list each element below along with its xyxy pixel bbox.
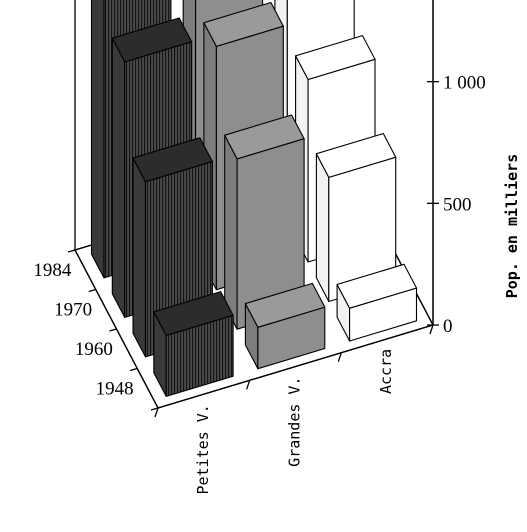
category-label: Accra <box>377 349 395 394</box>
x-tick-mark <box>429 324 434 335</box>
bar-top <box>153 290 234 337</box>
depth-tick-mark <box>109 328 117 332</box>
series-label: 1984 <box>33 260 72 281</box>
y-tick-label: 500 <box>443 194 472 215</box>
depth-tick-mark <box>67 249 76 253</box>
bar-top <box>203 1 285 48</box>
depth-tick-mark <box>88 288 96 293</box>
bar-side <box>111 37 126 318</box>
bar-side <box>132 157 147 358</box>
depth-tick-mark <box>150 407 159 411</box>
x-axis-line <box>157 324 434 409</box>
bar-side <box>224 134 238 330</box>
bar-top <box>336 263 418 309</box>
depth-axis: 1948 1960 1970 1984 <box>33 249 159 411</box>
y-axis-label: Pop. en milliers <box>503 154 521 299</box>
x-tick-mark <box>154 407 159 418</box>
bar <box>244 282 326 370</box>
depth-tick-mark <box>130 367 138 372</box>
category-label: Grandes V. <box>286 377 304 467</box>
series-label: 1970 <box>54 299 92 320</box>
bar <box>336 263 418 342</box>
series-label: 1948 <box>96 378 134 399</box>
bar-side <box>315 153 330 302</box>
y-tick-label: 1 000 <box>443 73 486 94</box>
x-tick-mark <box>337 352 342 362</box>
bar-top <box>244 282 326 328</box>
bar-top <box>223 114 305 160</box>
bar-side <box>90 0 105 279</box>
x-axis: Petites V. Grandes V. Accra <box>154 324 434 494</box>
bars <box>90 0 418 398</box>
category-label: Petites V. <box>194 404 212 494</box>
x-tick-mark <box>246 380 251 390</box>
bar-top <box>132 137 214 183</box>
bar <box>153 290 234 398</box>
series-label: 1960 <box>75 339 113 360</box>
bar <box>223 114 305 330</box>
y-tick-label: 0 <box>443 316 453 337</box>
bar-top <box>315 132 397 179</box>
bar-top <box>111 17 193 63</box>
bar-top <box>294 34 376 81</box>
